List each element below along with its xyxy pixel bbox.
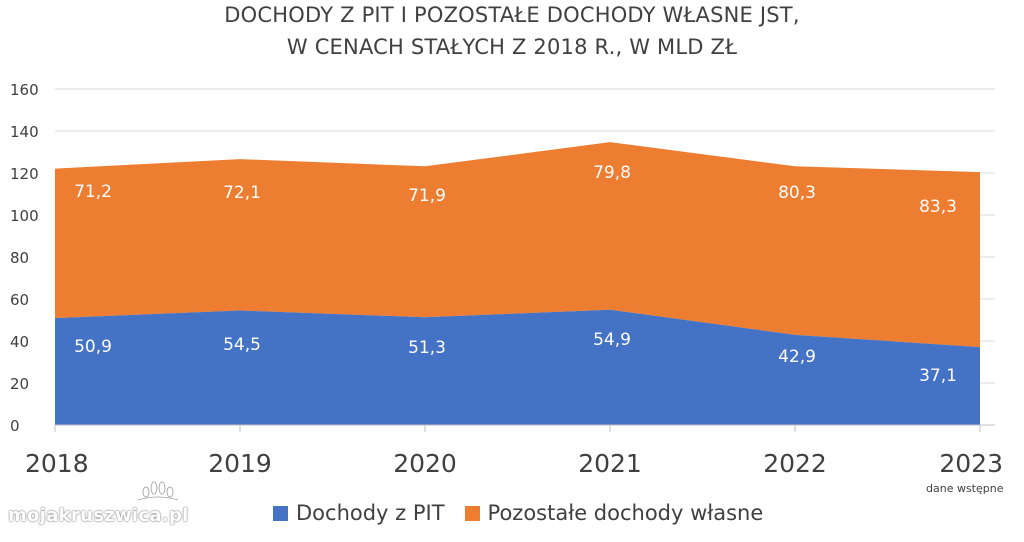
series-area-pit [55, 309, 980, 425]
y-tick-label-0: 0 [10, 417, 20, 435]
y-tick-label-160: 160 [10, 81, 39, 99]
y-tick-label-140: 140 [10, 123, 39, 141]
x-tick-label-2019: 2019 [208, 449, 272, 478]
x-tick-label-2023: 2023 [939, 449, 1003, 478]
data-label-other-2020: 71,9 [408, 186, 446, 206]
data-label-other-2023: 83,3 [919, 197, 957, 217]
x-tick-label-2021: 2021 [578, 449, 642, 478]
y-tick-label-60: 60 [10, 291, 29, 309]
legend-label-pit: Dochody z PIT [296, 501, 445, 525]
legend-item-other: Pozostałe dochody własne [464, 501, 764, 525]
data-label-pit-2020: 51,3 [408, 338, 446, 358]
chart-legend: Dochody z PIT Pozostałe dochody własne [273, 501, 783, 525]
x-tick-label-2020: 2020 [393, 449, 457, 478]
data-label-other-2018: 71,2 [74, 182, 112, 202]
data-label-other-2022: 80,3 [778, 183, 816, 203]
data-label-pit-2019: 54,5 [223, 335, 261, 355]
data-label-pit-2018: 50,9 [74, 337, 112, 357]
y-tick-label-20: 20 [10, 375, 29, 393]
data-label-other-2019: 72,1 [223, 183, 261, 203]
legend-swatch-pit [273, 505, 288, 521]
data-label-other-2021: 79,8 [593, 163, 631, 183]
y-tick-label-40: 40 [10, 333, 29, 351]
legend-swatch-other [464, 505, 480, 521]
y-tick-label-80: 80 [10, 249, 29, 267]
watermark-logo-icon [137, 481, 179, 501]
data-label-pit-2023: 37,1 [919, 366, 957, 386]
chart-title-line-2: W CENACH STAŁYCH Z 2018 R., W MLD ZŁ [286, 35, 738, 59]
data-label-pit-2021: 54,9 [593, 330, 631, 350]
preliminary-data-note: dane wstępne [926, 482, 1004, 495]
x-tick-label-2022: 2022 [763, 449, 827, 478]
chart-title-line-1: DOCHODY Z PIT I POZOSTAŁE DOCHODY WŁASNE… [224, 3, 800, 27]
data-label-pit-2022: 42,9 [778, 347, 816, 367]
x-tick-label-2018: 2018 [25, 449, 89, 478]
legend-item-pit: Dochody z PIT [273, 501, 445, 525]
series-area-other [55, 142, 980, 348]
legend-label-other: Pozostałe dochody własne [487, 501, 764, 525]
watermark-text: mojakruszwica.pl [8, 505, 189, 526]
y-tick-label-100: 100 [10, 207, 39, 225]
y-tick-label-120: 120 [10, 165, 39, 183]
